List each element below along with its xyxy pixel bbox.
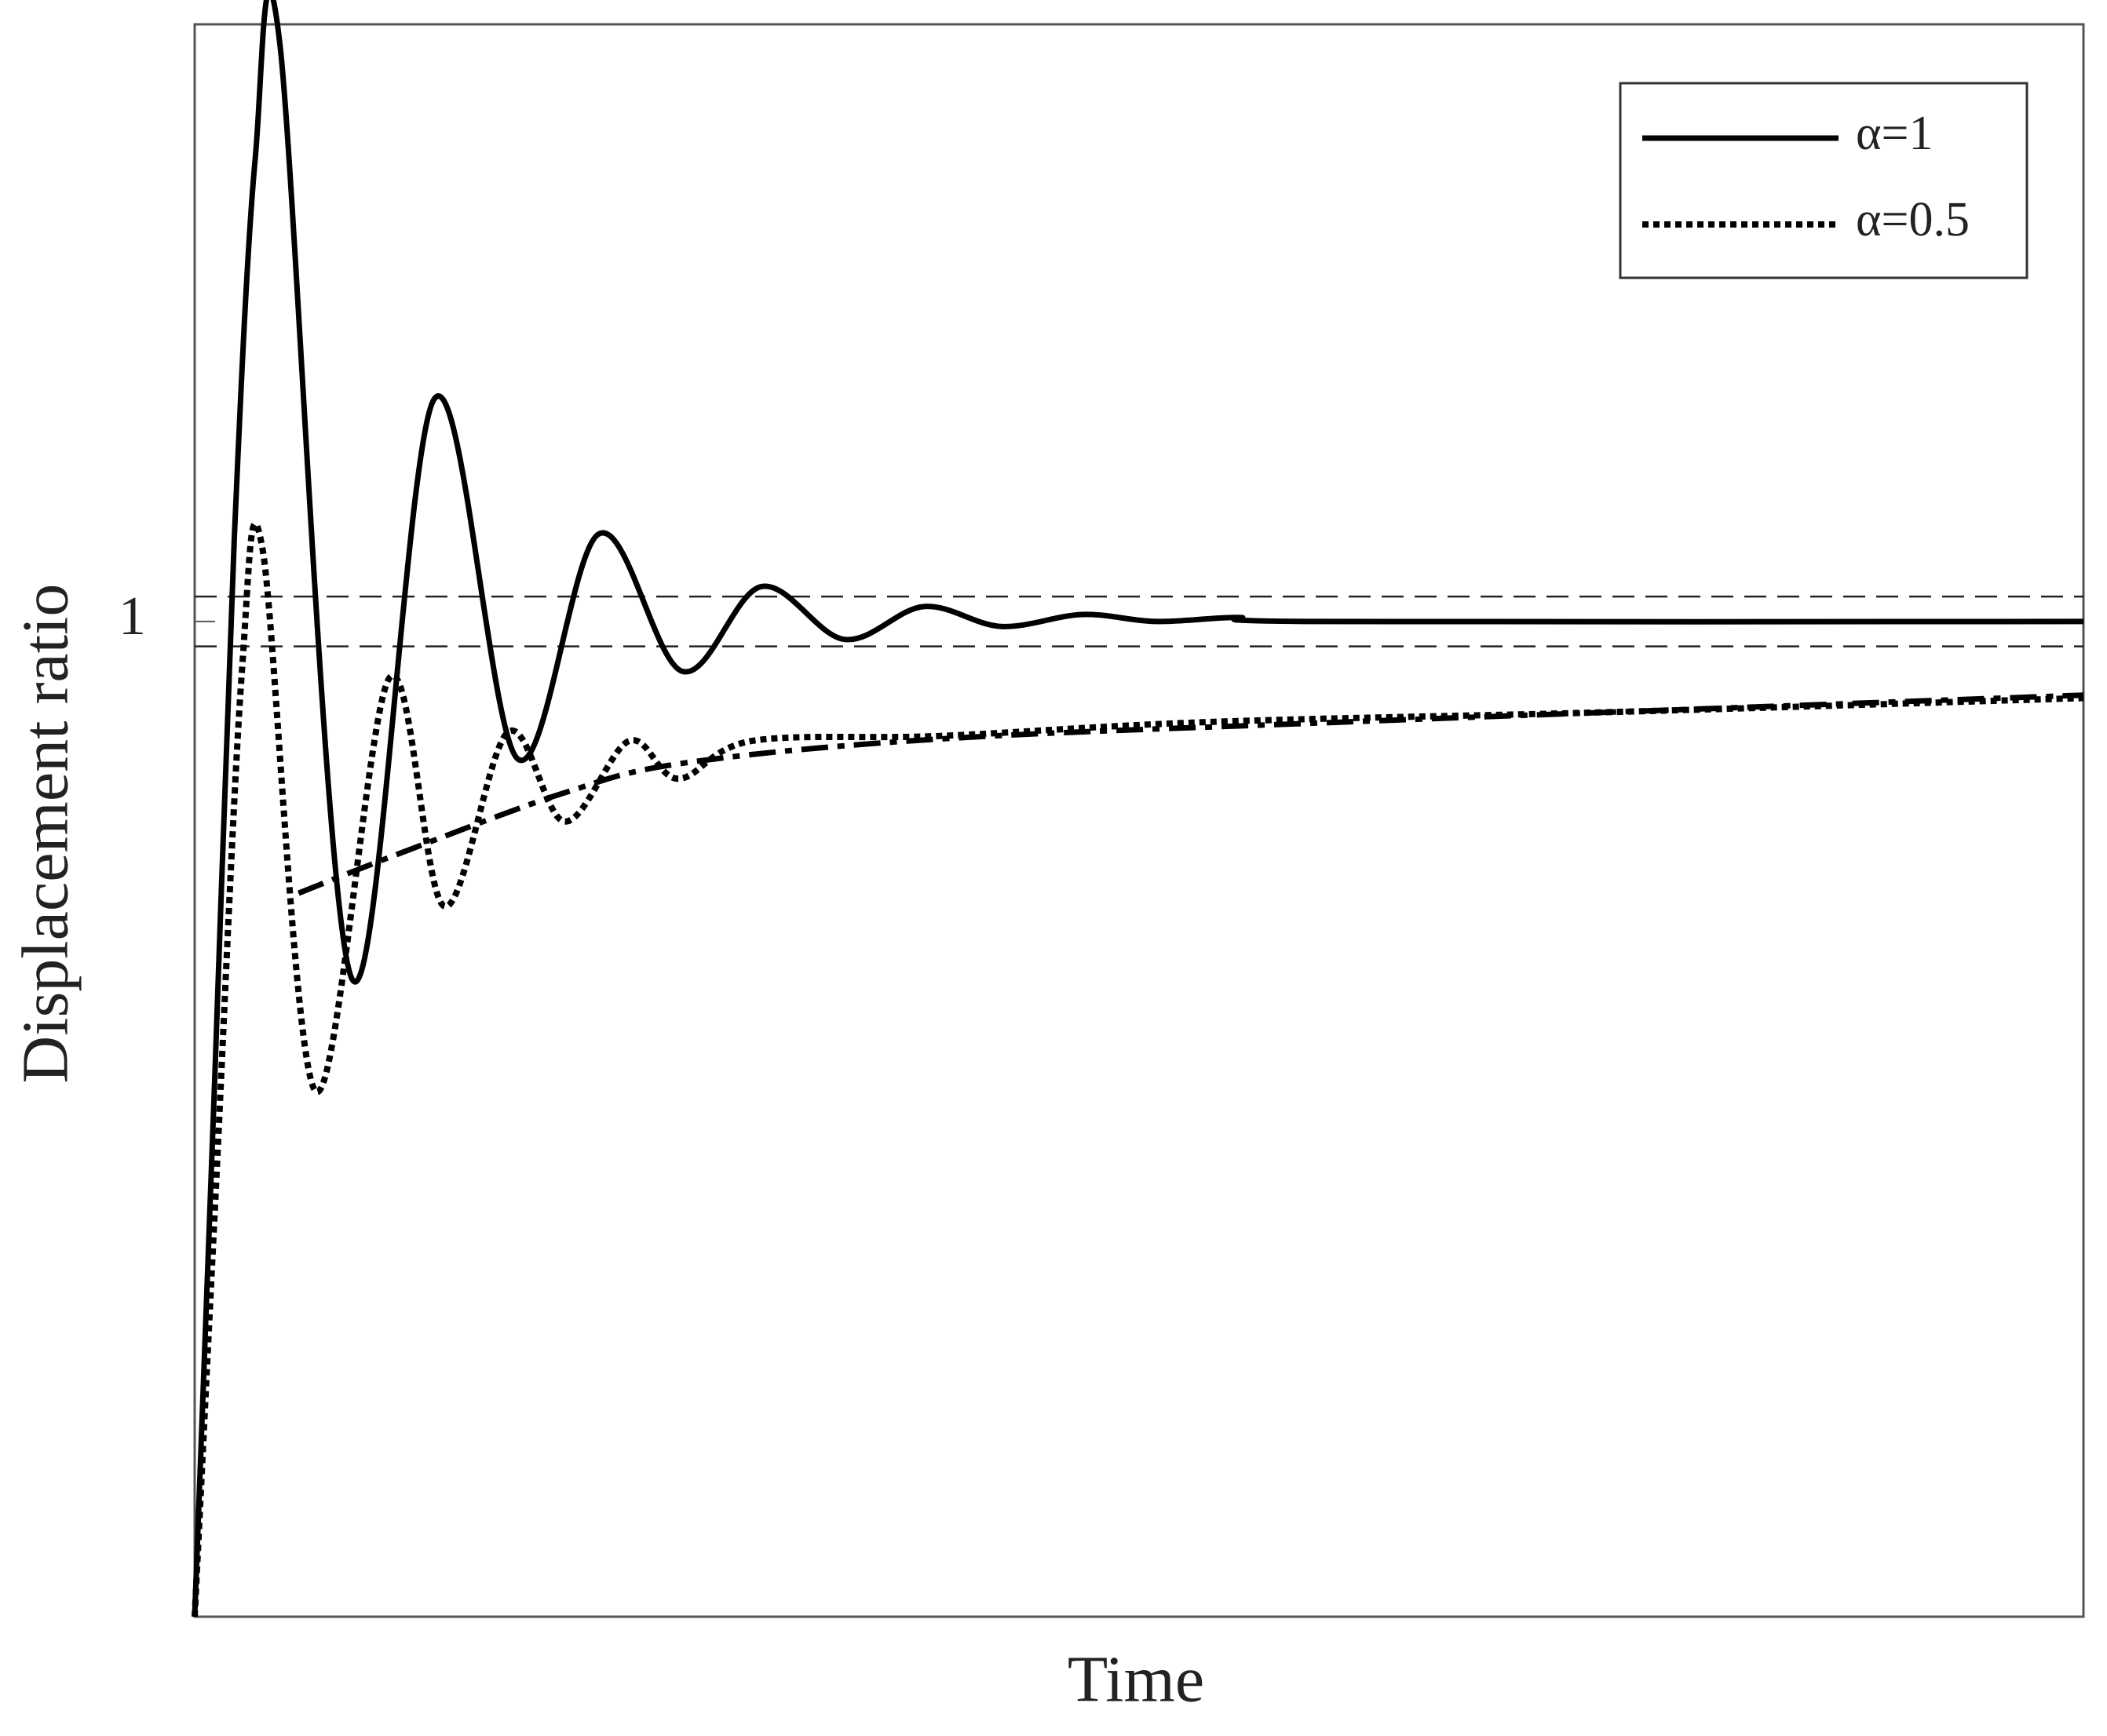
series-line (192, 0, 2084, 1617)
series-line (298, 692, 2084, 896)
plot-frame (193, 23, 2085, 1618)
legend-label: α=1 (1856, 107, 1933, 160)
legend-box (1619, 82, 2028, 279)
legend-label: α=0.5 (1856, 193, 1970, 246)
y-tick-label: 1 (119, 586, 146, 647)
legend: α=1 α=0.5 (1619, 82, 2028, 279)
y-axis-label: Displacement ratio (9, 584, 82, 1084)
series-line (192, 520, 2084, 1617)
x-axis-label: Time (1068, 1643, 1204, 1716)
